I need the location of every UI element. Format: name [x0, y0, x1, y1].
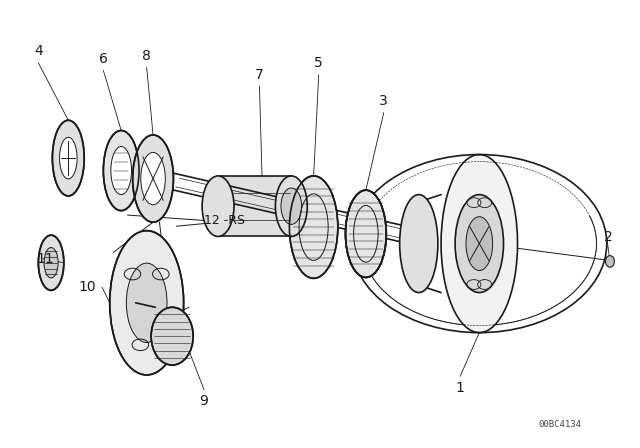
Ellipse shape — [132, 135, 173, 222]
Ellipse shape — [60, 137, 77, 179]
Ellipse shape — [289, 176, 338, 278]
Ellipse shape — [141, 152, 165, 205]
Ellipse shape — [466, 217, 493, 271]
Text: 9: 9 — [200, 394, 209, 408]
Ellipse shape — [52, 120, 84, 196]
Ellipse shape — [111, 146, 132, 194]
Text: 1: 1 — [456, 381, 465, 395]
Text: 10: 10 — [78, 280, 96, 294]
Text: 5: 5 — [314, 56, 323, 70]
Ellipse shape — [441, 155, 518, 332]
Ellipse shape — [605, 256, 614, 267]
Text: 8: 8 — [142, 49, 151, 63]
Polygon shape — [218, 176, 291, 237]
Text: 4: 4 — [34, 44, 43, 58]
Ellipse shape — [202, 176, 234, 237]
Text: 11: 11 — [36, 252, 54, 266]
Ellipse shape — [38, 235, 64, 290]
Text: 12 -RS: 12 -RS — [204, 214, 245, 227]
Text: 2: 2 — [604, 230, 612, 244]
Text: 7: 7 — [255, 68, 264, 82]
Ellipse shape — [275, 176, 307, 237]
Ellipse shape — [44, 248, 58, 278]
Ellipse shape — [103, 130, 139, 211]
Ellipse shape — [126, 263, 167, 342]
Ellipse shape — [109, 231, 184, 375]
Ellipse shape — [281, 188, 301, 224]
Text: 3: 3 — [380, 94, 388, 108]
Ellipse shape — [455, 194, 504, 293]
Ellipse shape — [346, 190, 387, 277]
Ellipse shape — [399, 194, 438, 293]
Text: 00BC4134: 00BC4134 — [538, 420, 581, 429]
Ellipse shape — [151, 307, 193, 365]
Text: 6: 6 — [99, 52, 108, 66]
